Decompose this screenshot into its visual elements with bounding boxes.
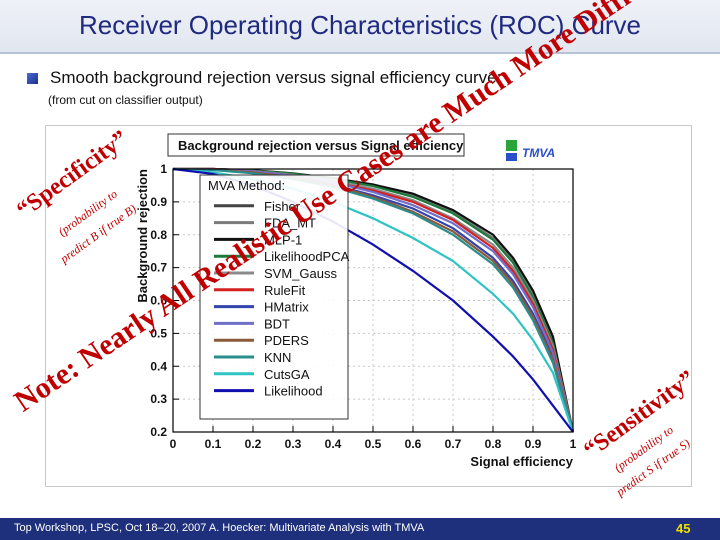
plot-area: Background rejection versus Signal effic…	[135, 133, 580, 469]
legend-label: PDERS	[264, 333, 309, 348]
sub-note: (from cut on classifier output)	[48, 93, 203, 107]
y-axis-label: Background rejection	[135, 169, 150, 303]
title-bar	[0, 0, 720, 54]
x-tick-label: 0.6	[405, 437, 422, 451]
x-tick-label: 0.2	[245, 437, 262, 451]
legend-label: RuleFit	[264, 283, 306, 298]
x-tick-label: 1	[570, 437, 577, 451]
legend-label: MLP-1	[264, 232, 302, 247]
y-tick-label: 1	[160, 162, 167, 176]
x-tick-label: 0.4	[325, 437, 342, 451]
logo-text: TMVA	[522, 146, 555, 160]
legend-label: KNN	[264, 350, 291, 365]
page-number: 45	[676, 521, 691, 536]
bullet-icon	[27, 73, 38, 84]
legend-label: FDA_MT	[264, 216, 316, 231]
chart-title: Background rejection versus Signal effic…	[178, 138, 464, 153]
roc-curve-knn	[172, 167, 575, 433]
chart-title-box	[167, 133, 465, 157]
y-tick-label: 0.2	[150, 425, 167, 439]
legend-title: MVA Method:	[208, 178, 285, 193]
legend-label: Fisher	[264, 199, 301, 214]
bullet-text: Smooth background rejection versus signa…	[50, 68, 502, 87]
x-tick-label: 0.3	[285, 437, 302, 451]
y-tick-label: 0.8	[150, 228, 167, 242]
legend-label: Likelihood	[264, 384, 323, 399]
y-tick-label: 0.7	[150, 261, 167, 275]
x-tick-label: 0	[170, 437, 177, 451]
y-tick-label: 0.4	[150, 359, 167, 373]
y-tick-label: 0.5	[150, 326, 167, 340]
legend-label: SVM_Gauss	[264, 266, 337, 281]
legend-label: LikelihoodPCA	[264, 249, 350, 264]
legend-label: HMatrix	[264, 300, 309, 315]
y-tick-label: 0.6	[150, 294, 167, 308]
x-tick-label: 0.5	[365, 437, 382, 451]
legend-label: BDT	[264, 316, 290, 331]
legend-label: CutsGA	[264, 367, 310, 382]
x-axis-label: Signal efficiency	[470, 454, 573, 469]
footer-bar	[0, 518, 720, 540]
legend-box	[199, 174, 349, 420]
x-tick-label: 0.9	[525, 437, 542, 451]
x-tick-label: 0.1	[205, 437, 222, 451]
x-tick-label: 0.7	[445, 437, 462, 451]
footer-text: Top Workshop, LPSC, Oct 18–20, 2007 A. H…	[14, 522, 425, 534]
logo-icon-lower	[506, 153, 517, 161]
logo-background	[480, 133, 580, 167]
x-tick-label: 0.8	[485, 437, 502, 451]
slide-title: Receiver Operating Characteristics (ROC)…	[78, 10, 642, 40]
y-tick-label: 0.9	[150, 195, 167, 209]
logo-icon	[506, 140, 517, 151]
y-tick-label: 0.3	[150, 392, 167, 406]
